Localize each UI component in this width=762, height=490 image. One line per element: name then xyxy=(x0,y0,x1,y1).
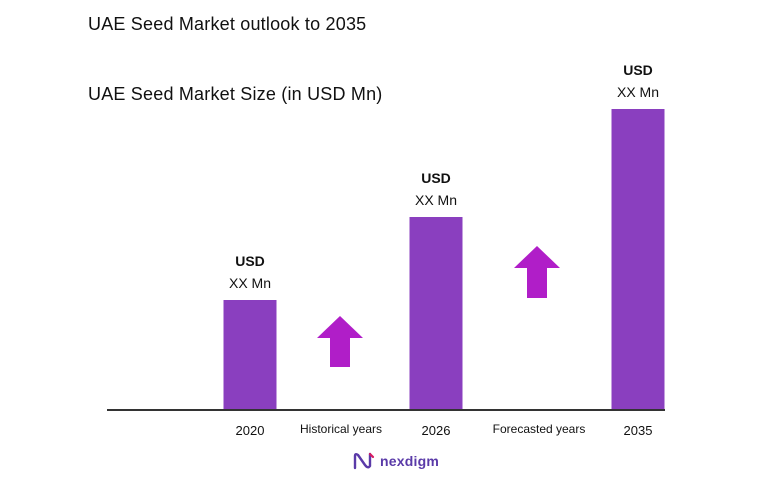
data-label-unit-2020: USD xyxy=(235,253,265,269)
x-tick-label-2026: 2026 xyxy=(422,423,451,438)
x-tick-label-2035: 2035 xyxy=(624,423,653,438)
data-label-value-2020: XX Mn xyxy=(229,275,271,291)
brand-logo: nexdigm xyxy=(353,452,439,470)
growth-arrow-1 xyxy=(514,246,560,298)
brand-name: nexdigm xyxy=(380,453,439,469)
period-label-1: Forecasted years xyxy=(493,422,586,436)
x-tick-label-2020: 2020 xyxy=(236,423,265,438)
data-label-unit-2035: USD xyxy=(623,62,653,78)
data-label-value-2026: XX Mn xyxy=(415,192,457,208)
growth-arrow-0 xyxy=(317,316,363,367)
page-title: UAE Seed Market outlook to 2035 xyxy=(88,14,367,34)
bar-2026 xyxy=(409,217,463,410)
chart-subtitle: UAE Seed Market Size (in USD Mn) xyxy=(88,84,383,104)
period-label-0: Historical years xyxy=(300,422,382,436)
data-label-value-2035: XX Mn xyxy=(617,84,659,100)
nexdigm-logo-icon xyxy=(353,452,375,470)
data-label-unit-2026: USD xyxy=(421,170,451,186)
bar-2035 xyxy=(611,109,665,410)
bar-2020 xyxy=(223,300,277,410)
